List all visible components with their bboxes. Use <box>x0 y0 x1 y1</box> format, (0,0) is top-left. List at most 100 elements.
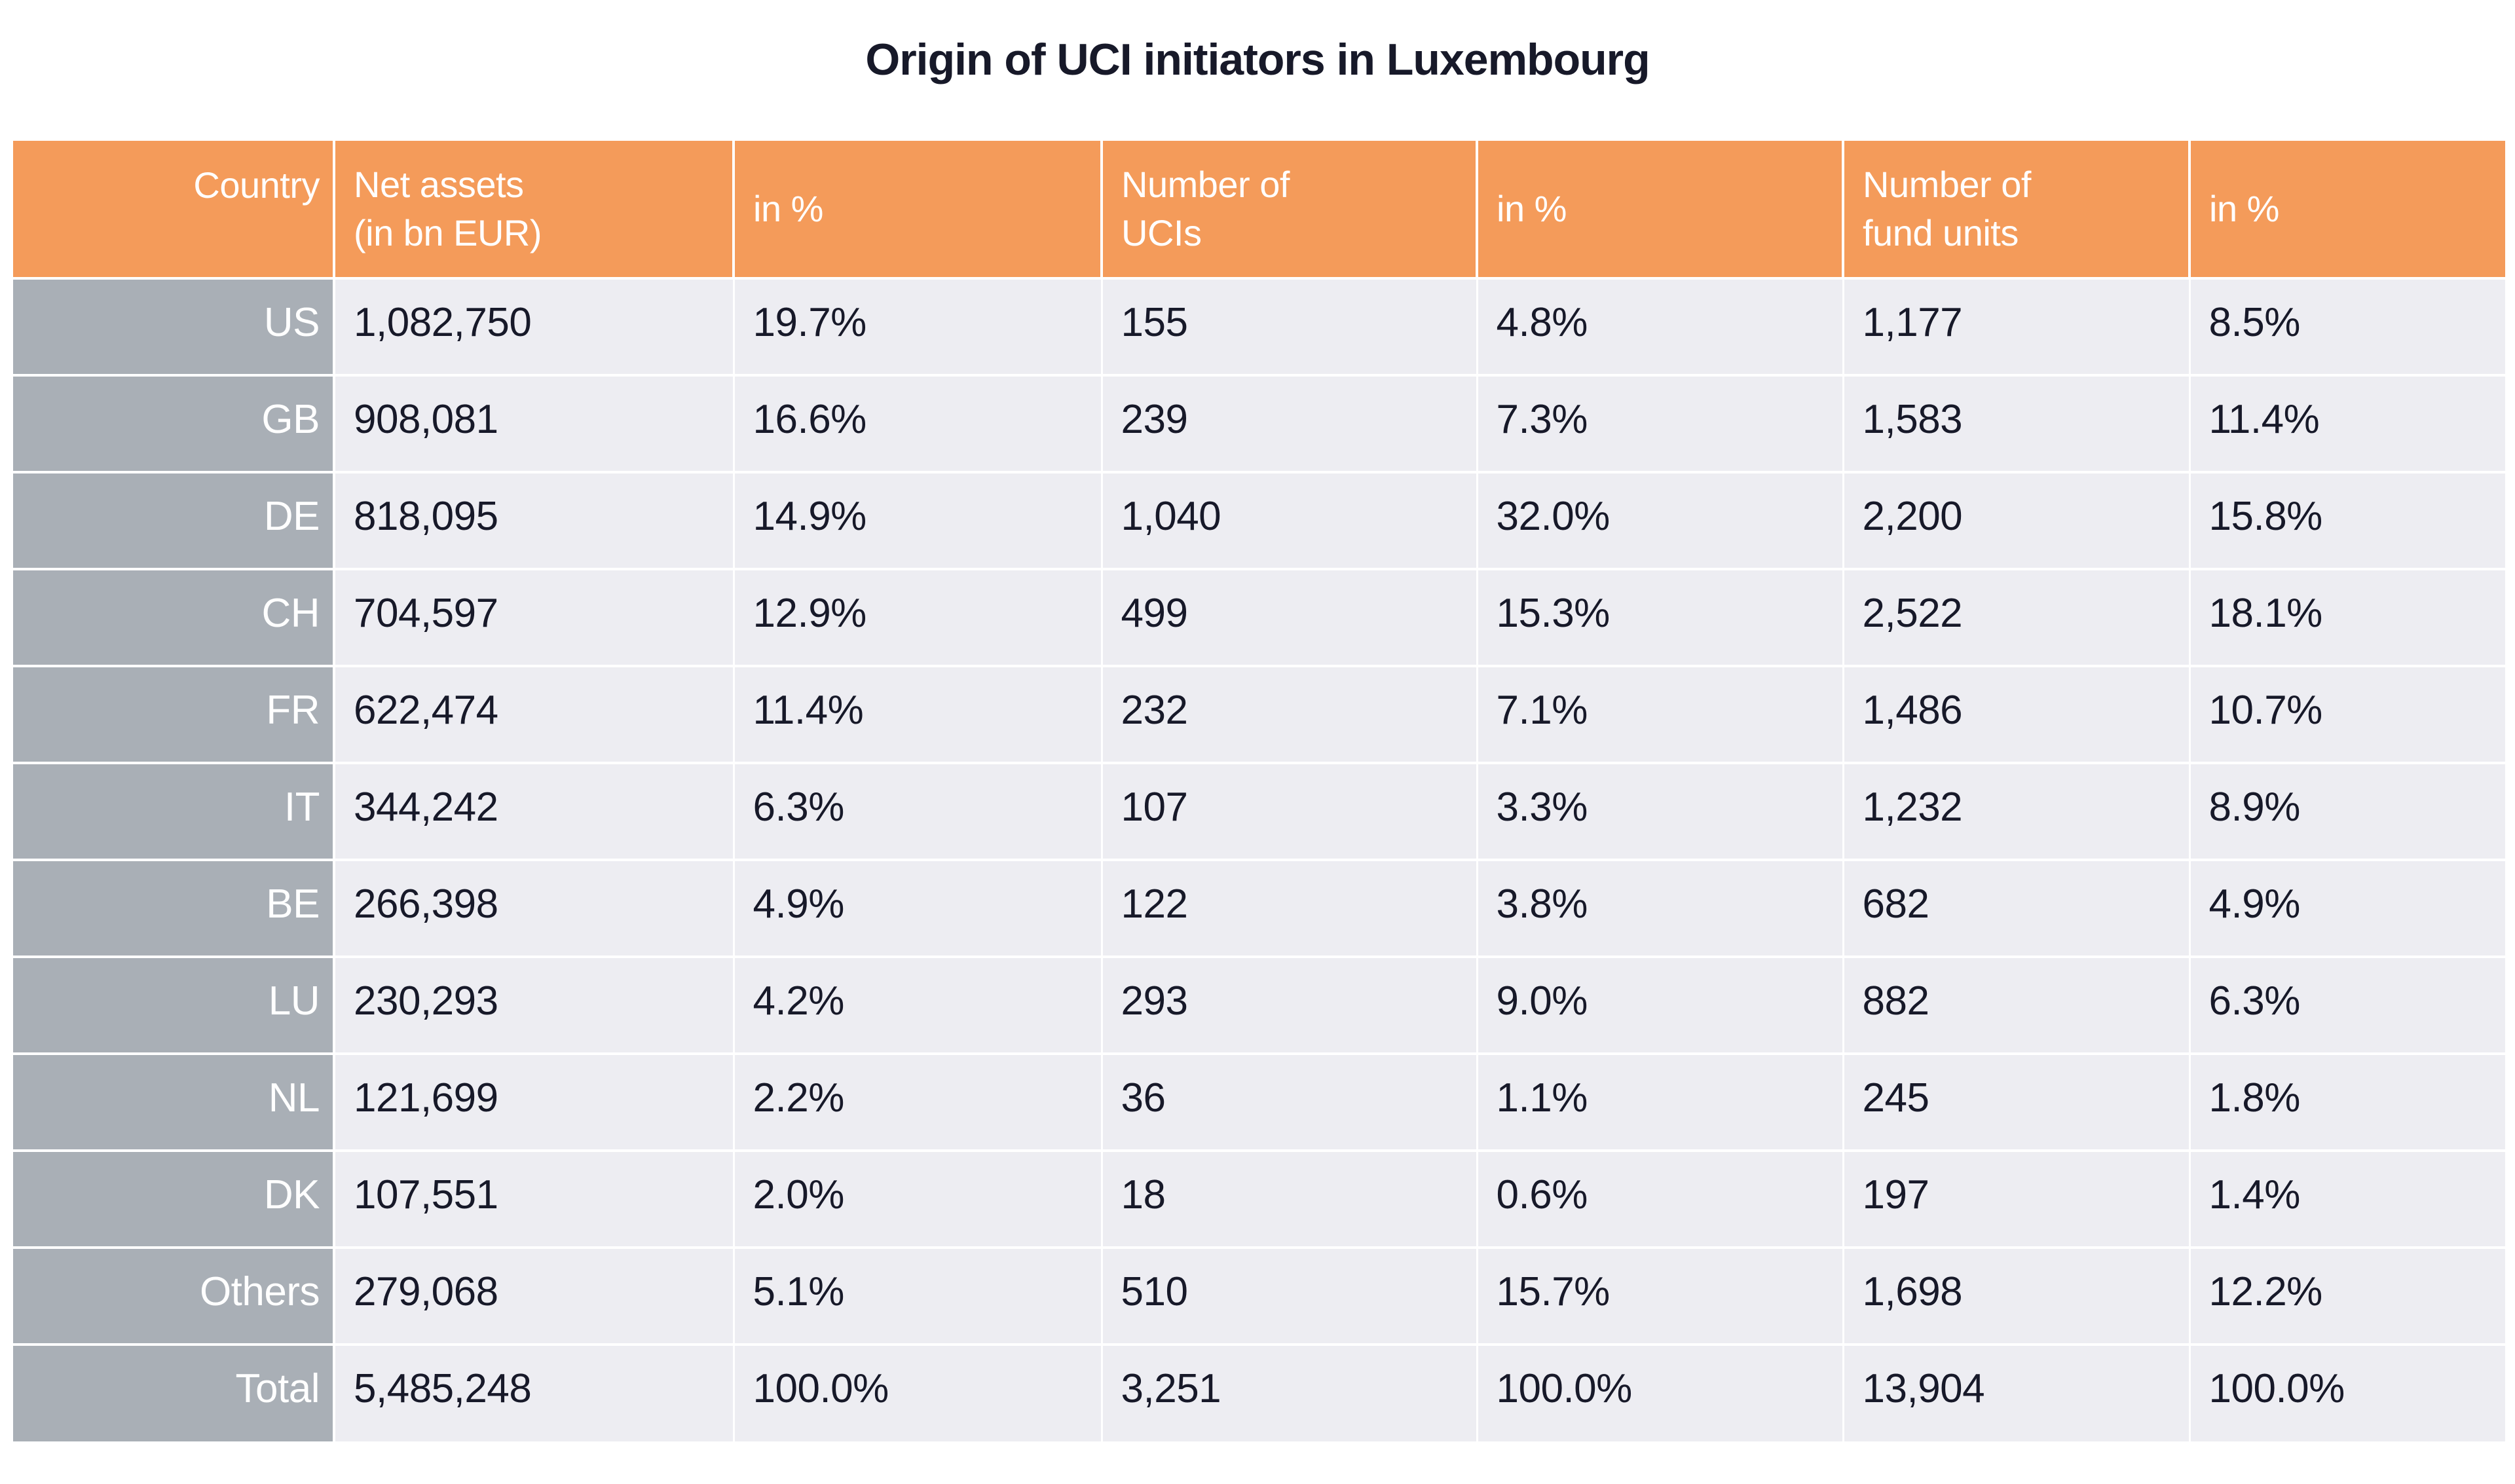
data-cell: 100.0% <box>1477 1345 1844 1441</box>
table-row-gb: GB 908,081 16.6% 239 7.3% 1,583 11.4% <box>13 375 2505 473</box>
data-cell: 1,698 <box>1843 1248 2191 1346</box>
data-cell: 0.6% <box>1477 1151 1844 1249</box>
table-title: Origin of UCI initiators in Luxembourg <box>865 35 1650 84</box>
header-cell-6: in % <box>2189 141 2505 280</box>
data-cell: 245 <box>1843 1054 2191 1152</box>
data-cell: 2,522 <box>1843 569 2191 667</box>
table-row-total: Total 5,485,248 100.0% 3,251 100.0% 13,904 100… <box>13 1345 2505 1441</box>
table-row-de: DE 818,095 14.9% 1,040 32.0% 2,200 15.8% <box>13 472 2505 570</box>
data-cell: 1.8% <box>2189 1054 2505 1152</box>
data-cell: 122 <box>1102 860 1478 958</box>
table-body: US 1,082,750 19.7% 155 4.8% 1,177 8.5% GB 908,08… <box>13 278 2505 1441</box>
data-cell: 11.4% <box>734 666 1103 764</box>
data-cell: 230,293 <box>334 957 735 1055</box>
header-cell-5: Number of fund units <box>1843 141 2191 280</box>
data-cell: 2.2% <box>734 1054 1103 1152</box>
header-cell-1: Net assets (in bn EUR) <box>334 141 735 280</box>
table-row-nl: NL 121,699 2.2% 36 1.1% 245 1.8% <box>13 1054 2505 1152</box>
data-cell: 6.3% <box>734 763 1103 861</box>
data-cell: 293 <box>1102 957 1478 1055</box>
data-cell: 3,251 <box>1102 1345 1478 1441</box>
data-cell: 18.1% <box>2189 569 2505 667</box>
country-cell: DK <box>13 1151 335 1249</box>
data-cell: 1,583 <box>1843 375 2191 473</box>
data-cell: 5.1% <box>734 1248 1103 1346</box>
data-cell: 704,597 <box>334 569 735 667</box>
data-cell: 882 <box>1843 957 2191 1055</box>
table-row-dk: DK 107,551 2.0% 18 0.6% 197 1.4% <box>13 1151 2505 1249</box>
data-cell: 8.5% <box>2189 278 2505 377</box>
data-cell: 197 <box>1843 1151 2191 1249</box>
country-cell: IT <box>13 763 335 861</box>
data-cell: 1,486 <box>1843 666 2191 764</box>
country-cell: Others <box>13 1248 335 1346</box>
data-cell: 3.3% <box>1477 763 1844 861</box>
table-row-it: IT 344,242 6.3% 107 3.3% 1,232 8.9% <box>13 763 2505 861</box>
table-row-be: BE 266,398 4.9% 122 3.8% 682 4.9% <box>13 860 2505 958</box>
header-row: Country Net assets (in bn EUR) in % Number … <box>13 141 2505 280</box>
data-cell: 36 <box>1102 1054 1478 1152</box>
data-cell: 1,082,750 <box>334 278 735 377</box>
data-cell: 818,095 <box>334 472 735 570</box>
data-cell: 499 <box>1102 569 1478 667</box>
table-row-others: Others 279,068 5.1% 510 15.7% 1,698 12.2% <box>13 1248 2505 1346</box>
country-cell: US <box>13 278 335 377</box>
data-cell: 3.8% <box>1477 860 1844 958</box>
data-cell: 6.3% <box>2189 957 2505 1055</box>
country-cell: DE <box>13 472 335 570</box>
data-cell: 100.0% <box>2189 1345 2505 1441</box>
data-cell: 15.7% <box>1477 1248 1844 1346</box>
data-cell: 908,081 <box>334 375 735 473</box>
data-cell: 1,177 <box>1843 278 2191 377</box>
data-cell: 4.9% <box>2189 860 2505 958</box>
data-cell: 232 <box>1102 666 1478 764</box>
data-cell: 14.9% <box>734 472 1103 570</box>
data-cell: 5,485,248 <box>334 1345 735 1441</box>
data-cell: 682 <box>1843 860 2191 958</box>
data-cell: 100.0% <box>734 1345 1103 1441</box>
data-cell: 266,398 <box>334 860 735 958</box>
table-row-us: US 1,082,750 19.7% 155 4.8% 1,177 8.5% <box>13 278 2505 377</box>
country-cell: FR <box>13 666 335 764</box>
data-cell: 8.9% <box>2189 763 2505 861</box>
data-cell: 622,474 <box>334 666 735 764</box>
data-cell: 16.6% <box>734 375 1103 473</box>
data-cell: 2,200 <box>1843 472 2191 570</box>
header-cell-0: Country <box>13 141 335 280</box>
data-cell: 4.2% <box>734 957 1103 1055</box>
header-cell-2: in % <box>734 141 1103 280</box>
data-cell: 12.2% <box>2189 1248 2505 1346</box>
uci-initiators-table: Country Net assets (in bn EUR) in % Number … <box>13 141 2505 1441</box>
data-cell: 2.0% <box>734 1151 1103 1249</box>
country-cell: BE <box>13 860 335 958</box>
data-cell: 4.8% <box>1477 278 1844 377</box>
data-cell: 121,699 <box>334 1054 735 1152</box>
data-cell: 1,232 <box>1843 763 2191 861</box>
table-row-fr: FR 622,474 11.4% 232 7.1% 1,486 10.7% <box>13 666 2505 764</box>
data-cell: 107 <box>1102 763 1478 861</box>
header-cell-3: Number of UCIs <box>1102 141 1478 280</box>
data-cell: 11.4% <box>2189 375 2505 473</box>
data-cell: 1.4% <box>2189 1151 2505 1249</box>
data-cell: 155 <box>1102 278 1478 377</box>
data-cell: 7.3% <box>1477 375 1844 473</box>
data-cell: 7.1% <box>1477 666 1844 764</box>
header-cell-4: in % <box>1477 141 1844 280</box>
data-cell: 107,551 <box>334 1151 735 1249</box>
data-cell: 239 <box>1102 375 1478 473</box>
data-cell: 4.9% <box>734 860 1103 958</box>
data-cell: 32.0% <box>1477 472 1844 570</box>
data-cell: 9.0% <box>1477 957 1844 1055</box>
data-cell: 279,068 <box>334 1248 735 1346</box>
country-cell: LU <box>13 957 335 1055</box>
data-cell: 344,242 <box>334 763 735 861</box>
table-row-ch: CH 704,597 12.9% 499 15.3% 2,522 18.1% <box>13 569 2505 667</box>
country-cell: GB <box>13 375 335 473</box>
data-cell: 15.8% <box>2189 472 2505 570</box>
country-cell: NL <box>13 1054 335 1152</box>
data-cell: 18 <box>1102 1151 1478 1249</box>
data-cell: 1.1% <box>1477 1054 1844 1152</box>
data-cell: 13,904 <box>1843 1345 2191 1441</box>
data-cell: 19.7% <box>734 278 1103 377</box>
